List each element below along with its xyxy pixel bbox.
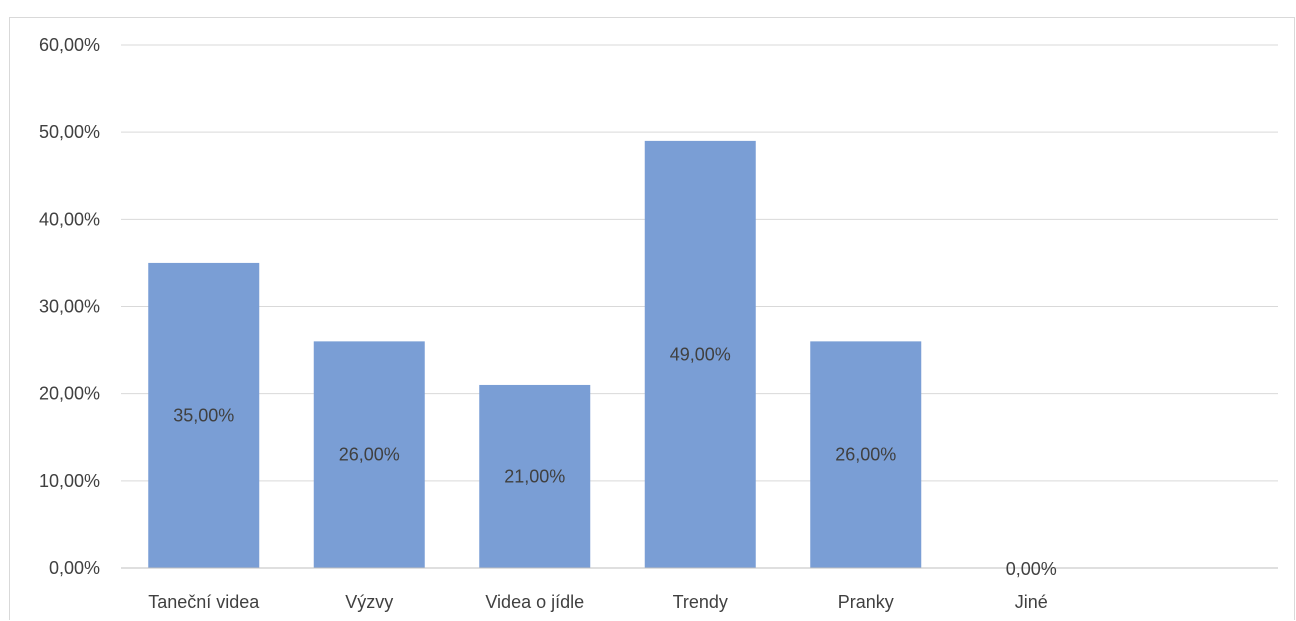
x-tick-label: Trendy [673,592,728,612]
y-tick-label: 30,00% [39,297,100,317]
y-axis-tick-labels: 0,00% 10,00% 20,00% 30,00% 40,00% 50,00% 60,00… [39,35,100,578]
x-tick-label: Videa o jídle [485,592,584,612]
data-label: 0,00% [1006,559,1057,579]
x-tick-label: Taneční videa [148,592,260,612]
y-tick-label: 50,00% [39,122,100,142]
data-label: 26,00% [835,445,896,465]
y-tick-label: 40,00% [39,209,100,229]
data-label: 49,00% [670,344,731,364]
y-tick-label: 10,00% [39,471,100,491]
y-tick-label: 20,00% [39,384,100,404]
x-tick-label: Výzvy [345,592,393,612]
data-labels: 35,00% 26,00% 21,00% 49,00% 26,00% 0,00% [173,344,1057,579]
y-tick-label: 60,00% [39,35,100,55]
bars [148,140,922,568]
bar [313,341,425,568]
bar [810,341,922,568]
x-tick-label: Pranky [838,592,894,612]
bar [644,140,756,568]
bar [148,262,260,568]
data-label: 21,00% [504,466,565,486]
x-axis-tick-labels: Taneční videa Výzvy Videa o jídle Trendy Pra… [148,592,1048,612]
x-tick-label: Jiné [1015,592,1048,612]
y-tick-label: 0,00% [49,558,100,578]
data-label: 35,00% [173,405,234,425]
data-label: 26,00% [339,445,400,465]
bar [479,384,591,568]
